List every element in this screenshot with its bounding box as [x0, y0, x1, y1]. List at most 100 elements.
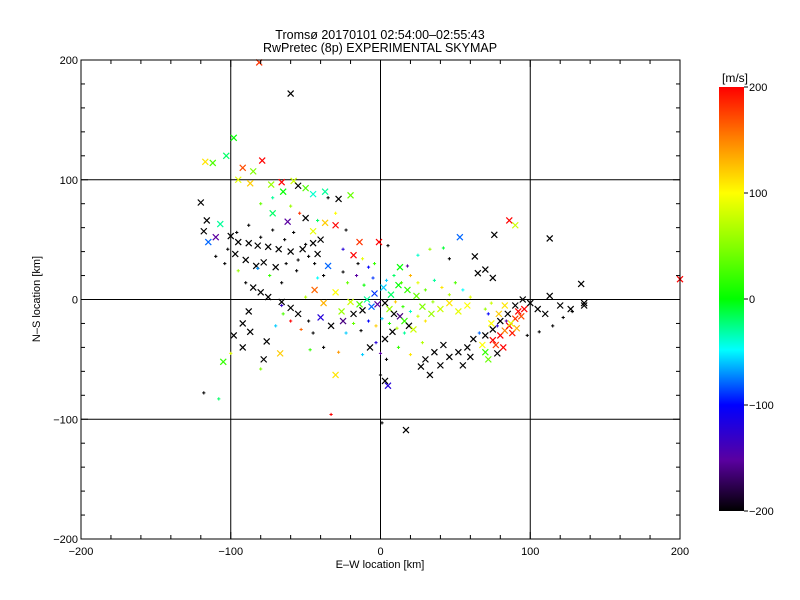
data-point-cross [246, 328, 254, 336]
y-tick-label: 200 [60, 55, 78, 67]
data-point-plus [299, 327, 303, 332]
data-point-plus [351, 321, 356, 326]
data-point-plus [217, 397, 221, 401]
data-point-cross [197, 199, 205, 206]
data-point-cross [287, 90, 295, 97]
data-point-plus [316, 218, 320, 223]
data-point-cross [299, 245, 307, 253]
data-point-plus [316, 276, 320, 280]
data-point-cross [492, 341, 500, 349]
data-point-plus [295, 269, 299, 273]
data-point-plus [336, 350, 341, 354]
data-point-plus [380, 317, 384, 321]
data-point-plus [345, 281, 350, 285]
data-point-plus [226, 247, 230, 251]
data-point-plus [392, 273, 396, 278]
data-point-cross [234, 238, 242, 246]
data-point-plus [416, 281, 420, 285]
y-tick-label: 100 [60, 175, 78, 187]
data-point-cross [231, 250, 239, 258]
data-point-cross [278, 178, 286, 186]
data-point-plus [356, 261, 360, 266]
data-point-plus [268, 273, 272, 278]
data-point-cross [436, 305, 444, 313]
data-point-cross [242, 256, 250, 264]
data-point-cross [317, 314, 325, 321]
data-point-cross [430, 348, 438, 356]
data-point-cross [493, 349, 501, 357]
data-point-cross [287, 304, 295, 312]
data-point-plus [374, 324, 378, 328]
data-point-cross [513, 324, 521, 332]
data-point-cross [267, 181, 275, 188]
data-point-cross [216, 220, 224, 228]
data-point-cross [381, 377, 389, 385]
data-point-cross [534, 305, 542, 313]
data-point-cross [471, 252, 479, 260]
data-point-cross [287, 248, 295, 256]
data-point-plus [283, 238, 287, 242]
data-point-plus [259, 202, 263, 206]
data-point-cross [239, 320, 247, 327]
data-point-cross [263, 337, 271, 345]
data-point-cross [463, 343, 471, 351]
x-tick-label: −100 [218, 546, 243, 558]
data-point-plus [280, 281, 284, 285]
data-point-cross [314, 250, 322, 258]
data-point-plus [461, 288, 465, 292]
data-point-cross [390, 310, 398, 318]
data-point-cross [347, 191, 354, 199]
data-point-plus [247, 223, 251, 227]
data-point-cross [481, 332, 489, 339]
data-point-plus [402, 331, 407, 335]
data-point-plus [202, 391, 206, 395]
data-point-plus [259, 367, 263, 371]
data-point-cross [227, 232, 235, 240]
data-point-cross [505, 217, 513, 224]
data-point-plus [447, 293, 451, 297]
data-point-cross [375, 238, 383, 246]
data-point-cross [504, 310, 512, 318]
colorbar-tick-label: −100 [749, 400, 774, 412]
data-point-cross [402, 426, 410, 434]
data-point-plus [366, 319, 371, 323]
data-point-plus [384, 278, 389, 282]
data-point-cross [350, 310, 357, 318]
data-point-plus [399, 281, 404, 285]
data-point-plus [311, 331, 315, 335]
data-point-cross [239, 164, 247, 172]
data-point-cross [445, 299, 453, 307]
data-point-cross [359, 306, 366, 314]
data-point-plus [304, 242, 308, 247]
data-point-plus [483, 307, 487, 311]
data-point-plus [256, 266, 260, 270]
colorbar-unit-label: [m/s] [722, 71, 748, 85]
data-point-cross [389, 328, 396, 336]
colorbar [719, 87, 744, 511]
data-point-cross [426, 371, 434, 379]
data-point-cross [466, 353, 474, 361]
data-point-plus [296, 258, 300, 262]
data-point-plus [289, 319, 293, 323]
data-point-cross [417, 363, 425, 370]
data-point-cross [439, 341, 447, 349]
data-point-cross [272, 263, 280, 271]
y-tick-label: −200 [53, 534, 78, 546]
data-point-plus [405, 264, 410, 268]
x-tick-label: 200 [671, 546, 689, 558]
data-point-cross [201, 158, 209, 166]
data-point-plus [326, 196, 330, 200]
data-point-cross [249, 284, 257, 291]
data-point-cross [275, 245, 283, 253]
chart-title: Tromsø 20170101 02:54:00–02:55:43 [275, 28, 484, 42]
data-point-cross [321, 188, 329, 196]
data-point-cross [384, 382, 392, 390]
data-point-plus [432, 278, 437, 282]
data-point-cross [456, 233, 464, 241]
data-point-cross [404, 286, 411, 294]
data-point-plus [344, 228, 348, 232]
data-point-plus [307, 254, 311, 258]
data-point-cross [546, 235, 554, 242]
data-point-cross [200, 227, 208, 235]
